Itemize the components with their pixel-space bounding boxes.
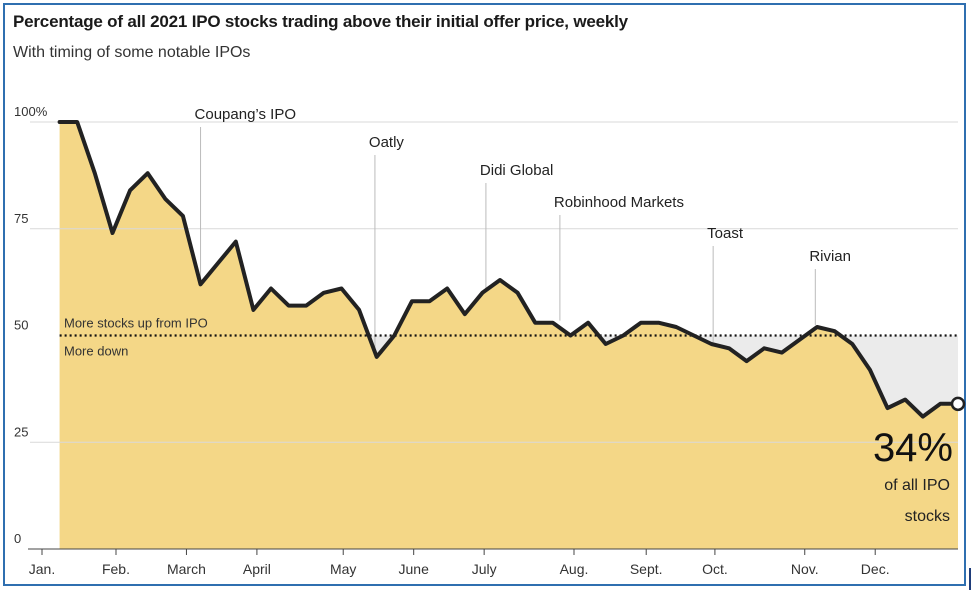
area-fill <box>59 122 959 549</box>
annotation-label: Toast <box>707 225 744 242</box>
chart-title: Percentage of all 2021 IPO stocks tradin… <box>13 12 628 31</box>
x-tick-label: March <box>167 561 206 577</box>
edge-marker <box>969 568 971 590</box>
annotation-label: Rivian <box>809 248 851 265</box>
end-value-label: 34% <box>873 426 953 470</box>
annotation-label: Oatly <box>369 134 405 151</box>
y-tick-label: 0 <box>14 531 21 546</box>
reference-label-above: More stocks up from IPO <box>64 316 208 331</box>
x-tick-label: Nov. <box>791 561 819 577</box>
x-tick-label: Oct. <box>702 561 728 577</box>
series-line <box>57 120 960 419</box>
y-tick-label: 25 <box>14 424 28 439</box>
y-tick-label: 75 <box>14 211 28 226</box>
x-tick-label: July <box>472 561 497 577</box>
x-tick-label: Feb. <box>102 561 130 577</box>
end-text-line-2: stocks <box>905 508 950 525</box>
y-tick-label: 50 <box>14 318 28 333</box>
annotation-label: Coupang’s IPO <box>195 106 296 123</box>
y-tick-label: 100% <box>14 104 48 119</box>
x-tick-label: Dec. <box>861 561 890 577</box>
chart-subtitle: With timing of some notable IPOs <box>13 44 251 61</box>
annotation-label: Didi Global <box>480 162 553 179</box>
annotation-label: Robinhood Markets <box>554 194 684 211</box>
reference-label-below: More down <box>64 344 128 359</box>
x-tick-label: June <box>399 561 430 577</box>
x-tick-label: April <box>243 561 271 577</box>
x-tick-label: Jan. <box>29 561 55 577</box>
end-text-line-1: of all IPO <box>884 477 950 494</box>
x-tick-label: May <box>330 561 356 577</box>
x-tick-label: Sept. <box>630 561 663 577</box>
x-tick-label: Aug. <box>560 561 589 577</box>
end-point-marker <box>950 396 966 412</box>
